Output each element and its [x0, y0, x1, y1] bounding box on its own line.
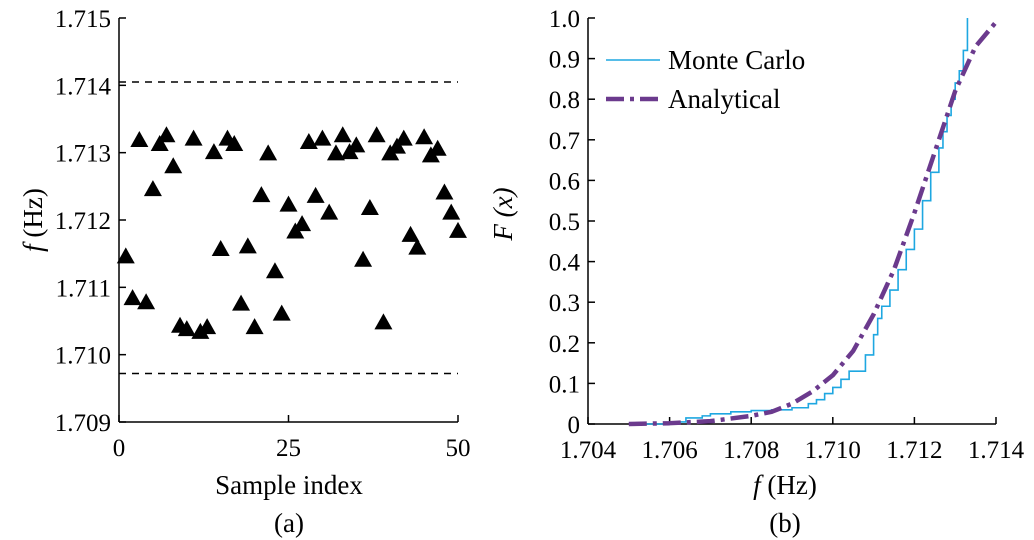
data-point: [259, 144, 278, 161]
data-point: [428, 139, 447, 156]
data-point: [150, 134, 169, 151]
x-tick-label: 1.708: [723, 437, 779, 464]
data-point: [252, 186, 271, 203]
series-line-analytical: [628, 20, 998, 427]
scatter-panel: 1.709 1.710 1.711 1.712 1.713 1.714 1.715 0 25 5…: [18, 6, 471, 538]
x-tick-labels: 0 25 50: [113, 415, 471, 462]
data-point: [401, 225, 420, 242]
y-axis-unit: (Hz): [18, 188, 48, 237]
data-point: [387, 137, 406, 154]
y-axis-label: f (Hz): [18, 188, 48, 252]
y-tick-label: 0.6: [549, 168, 580, 195]
data-point: [320, 203, 339, 220]
data-point: [408, 238, 427, 255]
data-point: [123, 289, 142, 306]
data-point: [415, 128, 434, 145]
y-tick-label: 1.711: [56, 275, 111, 302]
data-point: [177, 320, 196, 337]
data-point: [326, 144, 345, 161]
x-tick-label: 25: [276, 435, 301, 462]
x-tick-label: 1.704: [560, 437, 617, 464]
data-point: [442, 203, 461, 220]
y-tick-label: 1.715: [55, 6, 111, 33]
x-tick-label: 1.714: [968, 437, 1025, 464]
y-tick-labels: 0 0.1 0.2 0.3 0.4 0.5 0.6 0.7 0.8 0.9 1.0: [549, 6, 595, 439]
x-tick-label: 0: [113, 435, 126, 462]
x-axis-label: f (Hz): [753, 470, 817, 500]
y-tick-label: 1.712: [55, 208, 111, 235]
data-point: [360, 198, 379, 215]
x-axis-symbol: f: [753, 470, 764, 500]
y-tick-label: 1.709: [55, 410, 111, 437]
x-axis-unit: (Hz): [767, 470, 816, 500]
x-tick-label: 50: [446, 435, 471, 462]
legend-label-analytical: Analytical: [668, 84, 780, 114]
x-tick-labels: 1.704 1.706 1.708 1.710 1.712 1.714: [560, 417, 1025, 464]
y-tick-label: 1.713: [55, 141, 111, 168]
data-point: [238, 237, 257, 254]
y-axis-arg: (x): [488, 187, 518, 217]
data-point: [272, 304, 291, 321]
x-axis-label: Sample index: [215, 470, 363, 500]
y-tick-labels: 1.709 1.710 1.711 1.712 1.713 1.714 1.715: [55, 6, 126, 437]
data-point: [279, 195, 298, 212]
series-line-monte-carlo: [636, 18, 969, 425]
y-tick-label: 1.714: [55, 73, 112, 100]
y-tick-label: 0.8: [549, 87, 580, 114]
data-point: [211, 240, 230, 257]
data-point: [116, 247, 135, 264]
data-point: [225, 134, 244, 151]
data-point: [299, 132, 318, 149]
data-point: [435, 183, 454, 200]
data-point: [198, 318, 217, 335]
data-point: [394, 129, 413, 146]
y-tick-label: 0.9: [549, 47, 580, 74]
panel-label-b: (b): [769, 508, 800, 538]
x-tick-label: 1.706: [641, 437, 697, 464]
data-point: [164, 157, 183, 174]
legend: Monte Carlo Analytical: [606, 45, 805, 114]
data-point: [374, 313, 393, 330]
y-tick-label: 0.2: [549, 331, 580, 358]
data-point: [449, 221, 467, 238]
data-point: [184, 129, 203, 146]
y-axis-symbol: F: [488, 224, 518, 242]
y-tick-label: 0.3: [549, 290, 580, 317]
data-point: [306, 186, 325, 203]
y-axis-symbol: f: [18, 241, 48, 252]
data-point: [204, 143, 223, 160]
data-point: [367, 126, 386, 143]
data-point: [232, 294, 251, 311]
y-axis-label: F (x): [488, 187, 518, 241]
data-point: [313, 129, 332, 146]
y-tick-label: 0.5: [549, 209, 580, 236]
cdf-panel: 00.10.20.30.40.50.60.70.80.91.0 1.704 1.7…: [488, 6, 1025, 538]
y-tick-label: 0.4: [549, 250, 581, 277]
x-tick-label: 1.710: [805, 437, 861, 464]
data-point: [265, 262, 284, 279]
y-tick-label: 1.710: [55, 343, 111, 370]
data-point: [293, 215, 312, 232]
data-point: [143, 180, 162, 197]
data-point: [130, 130, 149, 147]
bound-lines: [119, 81, 458, 375]
panel-label-a: (a): [274, 508, 304, 538]
data-point: [137, 293, 156, 310]
y-tick-label: 0.1: [549, 371, 580, 398]
scatter-points: [116, 126, 467, 339]
y-tick-label: 0.7: [549, 128, 580, 155]
data-point: [157, 126, 176, 143]
y-tick-label: 1.0: [549, 6, 580, 33]
data-point: [245, 318, 264, 335]
data-point: [333, 126, 352, 143]
legend-label-monte-carlo: Monte Carlo: [668, 45, 805, 75]
data-point: [347, 136, 366, 153]
x-tick-label: 1.712: [886, 437, 942, 464]
data-point: [354, 250, 373, 267]
series-lines: [628, 18, 998, 427]
y-tick-label: 0: [568, 412, 581, 439]
